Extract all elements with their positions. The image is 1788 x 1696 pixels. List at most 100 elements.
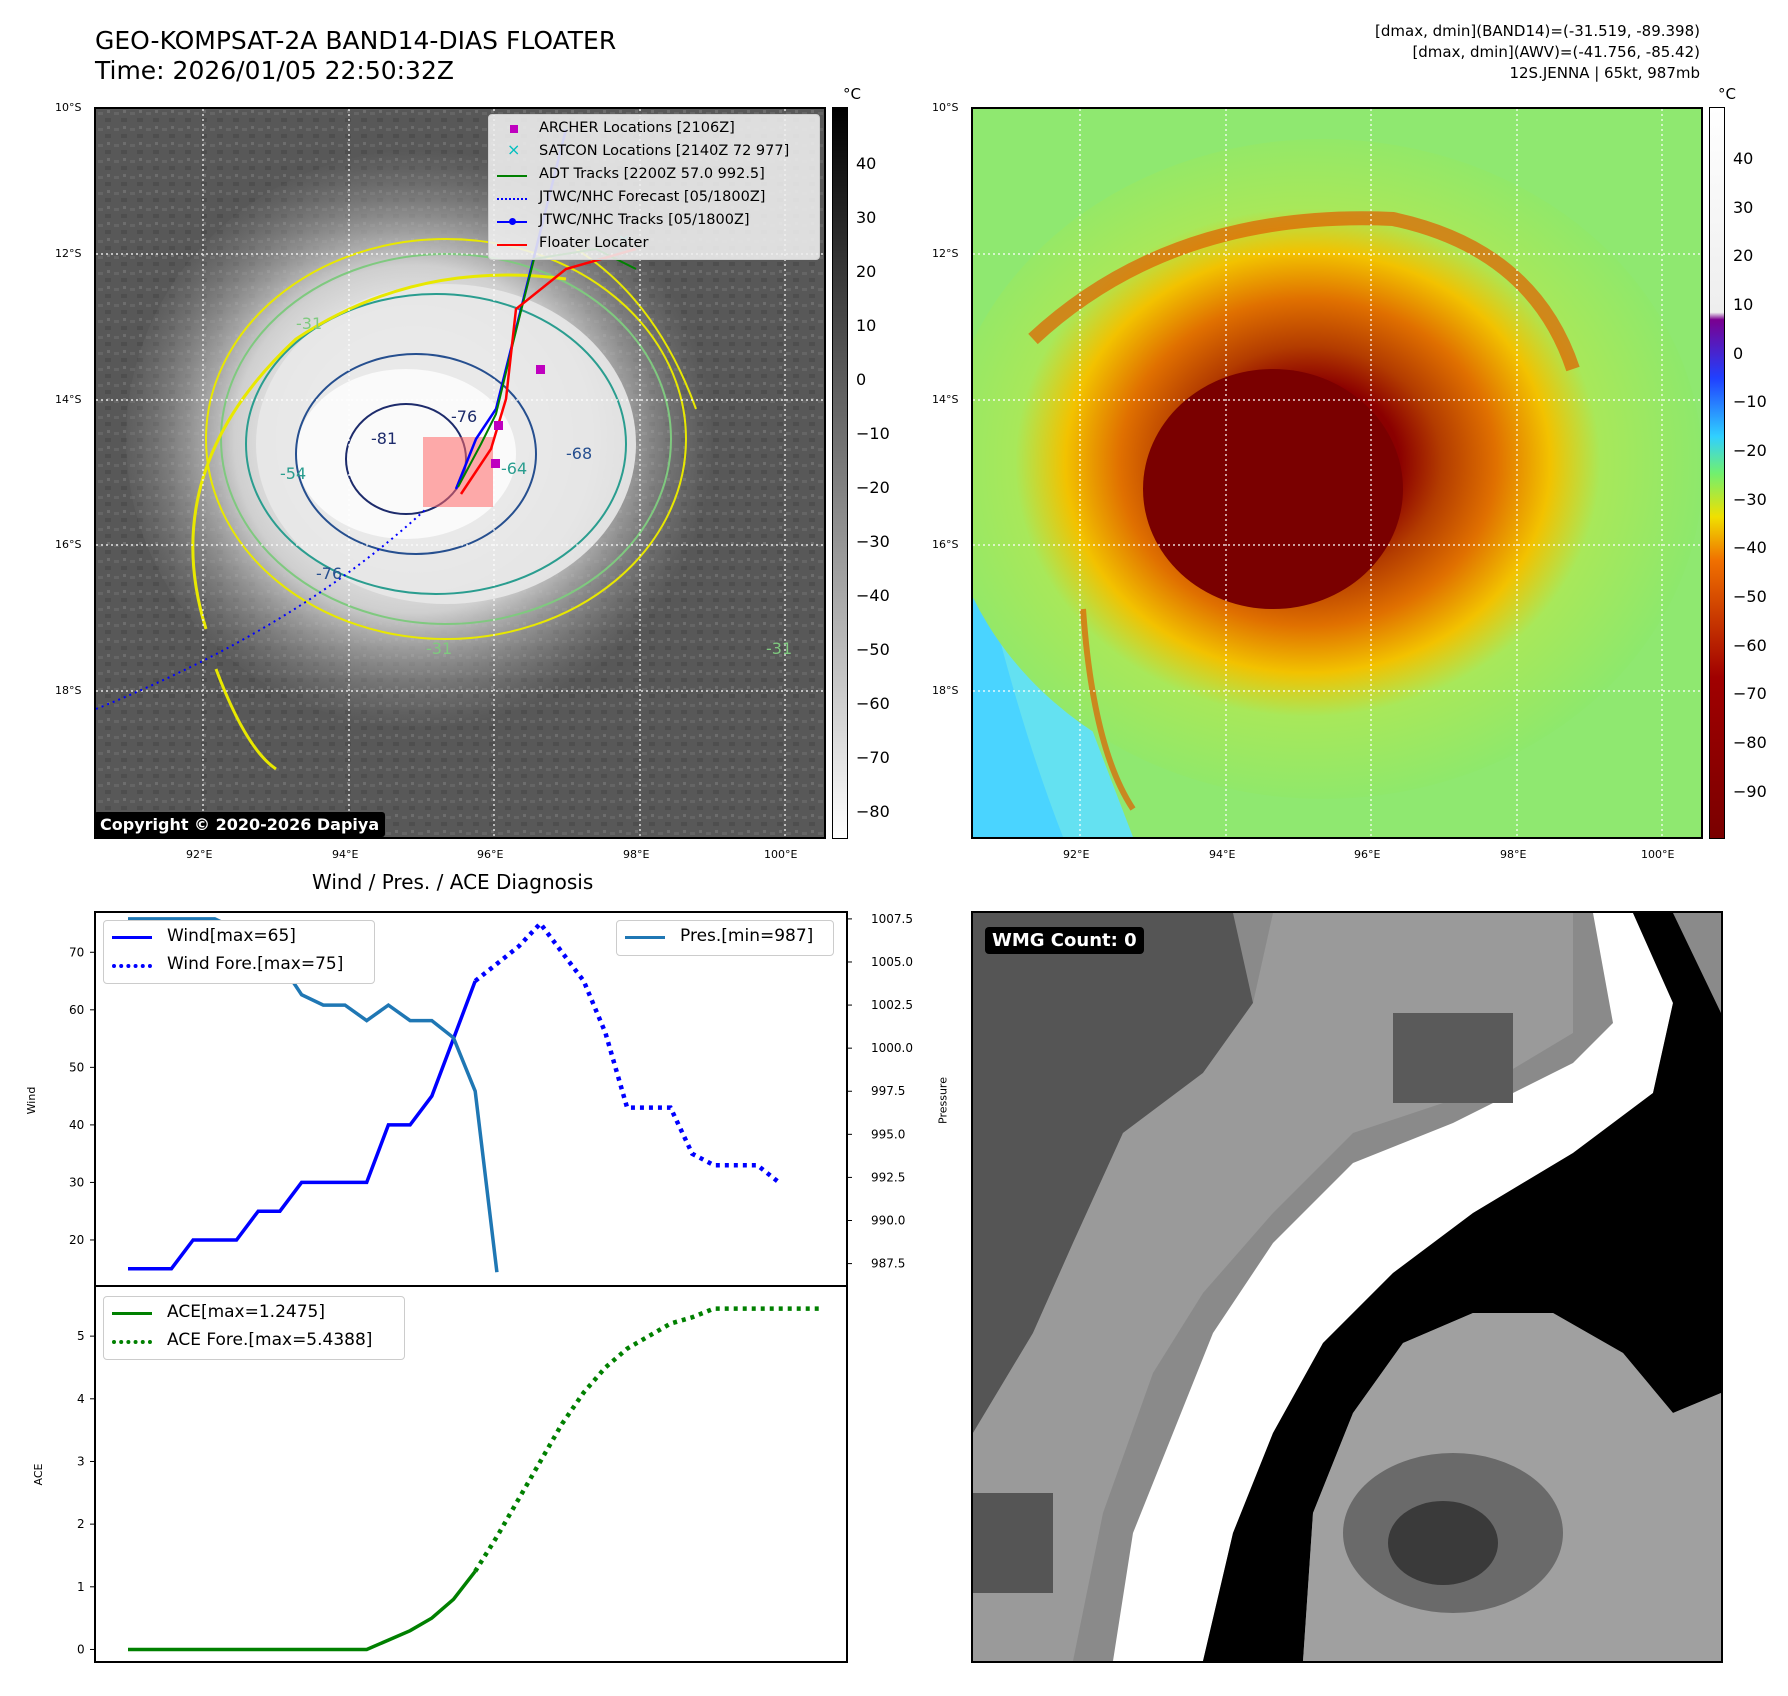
contour-label: -76 — [451, 407, 477, 426]
wind-tick-label: 70 — [69, 945, 84, 959]
enhanced-map-image — [973, 109, 1701, 837]
lon-label: 92°E — [1063, 848, 1090, 861]
color-colorbar-unit: °C — [1718, 85, 1736, 103]
lat-label: 10°S — [55, 101, 82, 114]
ace-tick-label: 0 — [77, 1642, 85, 1656]
ir-map-legend: ARCHER Locations [2106Z] × SATCON Locati… — [488, 114, 820, 260]
floater-locater-track — [459, 247, 637, 495]
pressure-tick-label: 995.0 — [871, 1127, 905, 1141]
storm-info-text: 12S.JENNA | 65kt, 987mb — [1509, 64, 1700, 82]
wmg-count-badge: WMG Count: 0 — [985, 927, 1144, 954]
gray-colorbar — [832, 107, 848, 839]
x-marker-icon: × — [507, 140, 521, 159]
dotted-line-icon — [497, 198, 527, 200]
pressure-tick-label: 1000.0 — [871, 1041, 913, 1055]
lat-label: 12°S — [932, 247, 959, 260]
line-icon — [497, 244, 527, 246]
lon-label: 92°E — [186, 848, 213, 861]
figure-time: Time: 2026/01/05 22:50:32Z — [95, 56, 454, 85]
pressure-tick-label: 990.0 — [871, 1214, 905, 1228]
ace-tick-label: 2 — [77, 1517, 85, 1531]
archer-marker — [494, 421, 503, 430]
pressure-tick-label: 1002.5 — [871, 998, 913, 1012]
ace-tick-label: 4 — [77, 1392, 85, 1406]
lat-label: 18°S — [932, 684, 959, 697]
dotted-line-icon — [112, 964, 152, 968]
pressure-tick-label: 1005.0 — [871, 955, 913, 969]
dotted-line-icon — [112, 1340, 152, 1344]
contour-label: -81 — [371, 429, 397, 448]
line-icon — [112, 1312, 152, 1315]
pressure-tick-label: 1007.5 — [871, 912, 913, 926]
line-icon — [112, 936, 152, 939]
contour-label: -31 — [426, 639, 452, 658]
ace-tick-label: 3 — [77, 1454, 85, 1468]
figure-title: GEO-KOMPSAT-2A BAND14-DIAS FLOATER — [95, 26, 617, 55]
contour-label: -64 — [501, 459, 527, 478]
enhanced-map-panel — [971, 107, 1703, 839]
ace-tick-label: 1 — [77, 1580, 85, 1594]
pressure-legend: Pres.[min=987] — [616, 920, 834, 956]
ace-forecast-series-line — [473, 1306, 823, 1573]
wind-legend: Wind[max=65] Wind Fore.[max=75] — [103, 920, 375, 984]
ace-axes-frame — [94, 1285, 848, 1663]
legend-archer: ARCHER Locations [2106Z] — [489, 119, 819, 141]
ace-legend: ACE[max=1.2475] ACE Fore.[max=5.4388] — [103, 1296, 405, 1360]
lon-label: 96°E — [1354, 848, 1381, 861]
legend-floater: Floater Locater — [489, 234, 819, 256]
lat-label: 14°S — [55, 393, 82, 406]
gray-colorbar-unit: °C — [843, 85, 861, 103]
lat-label: 10°S — [932, 101, 959, 114]
wind-tick-label: 50 — [69, 1060, 84, 1074]
lon-label: 96°E — [477, 848, 504, 861]
lat-label: 18°S — [55, 684, 82, 697]
pressure-axis-label: Pressure — [936, 1077, 950, 1124]
lon-label: 100°E — [1641, 848, 1675, 861]
legend-satcon: × SATCON Locations [2140Z 72 977] — [507, 140, 790, 159]
wmg-image — [973, 913, 1721, 1661]
legend-jtwc-tracks: JTWC/NHC Tracks [05/1800Z] — [489, 211, 819, 233]
square-icon — [510, 125, 518, 133]
line-icon — [497, 175, 527, 177]
wind-tick-label: 30 — [69, 1175, 84, 1189]
copyright-badge: Copyright © 2020-2026 Dapiya — [94, 812, 386, 837]
ace-axis-label: ACE — [32, 1463, 45, 1486]
lat-label: 12°S — [55, 247, 82, 260]
floater-box — [423, 437, 493, 507]
wind-axis-label: Wind — [25, 1086, 38, 1115]
lon-label: 100°E — [764, 848, 798, 861]
legend-jtwc-forecast: JTWC/NHC Forecast [05/1800Z] — [489, 188, 819, 210]
wind-series-line — [128, 980, 477, 1271]
legend-adt: ADT Tracks [2200Z 57.0 992.5] — [489, 165, 819, 187]
band14-range-text: [dmax, dmin](BAND14)=(-31.519, -89.398) — [1375, 22, 1700, 40]
lon-label: 94°E — [332, 848, 359, 861]
lat-label: 16°S — [55, 538, 82, 551]
lon-label: 98°E — [1500, 848, 1527, 861]
line-icon — [625, 936, 665, 939]
contour-label: -68 — [566, 444, 592, 463]
contour-label: -31 — [766, 639, 792, 658]
wind-tick-label: 60 — [69, 1003, 84, 1017]
diagnosis-title: Wind / Pres. / ACE Diagnosis — [312, 870, 594, 894]
pressure-series-line — [128, 917, 499, 1273]
wind-tick-label: 20 — [69, 1233, 84, 1247]
pressure-tick-label: 997.5 — [871, 1084, 905, 1098]
lat-label: 14°S — [932, 393, 959, 406]
ace-series-line — [128, 1570, 477, 1652]
wmg-panel — [971, 911, 1723, 1663]
contour-label: -31 — [296, 314, 322, 333]
contour-label: -76 — [316, 564, 342, 583]
archer-marker — [491, 459, 500, 468]
wind-tick-label: 40 — [69, 1118, 84, 1132]
enhanced-map-grid — [973, 109, 1701, 837]
awv-range-text: [dmax, dmin](AWV)=(-41.756, -85.42) — [1412, 43, 1700, 61]
archer-marker — [536, 365, 545, 374]
color-colorbar — [1709, 107, 1725, 839]
wind-forecast-series-line — [473, 920, 781, 1185]
lat-label: 16°S — [932, 538, 959, 551]
pressure-tick-label: 992.5 — [871, 1170, 905, 1184]
lon-label: 94°E — [1209, 848, 1236, 861]
pressure-tick-label: 987.5 — [871, 1257, 905, 1271]
lon-label: 98°E — [623, 848, 650, 861]
